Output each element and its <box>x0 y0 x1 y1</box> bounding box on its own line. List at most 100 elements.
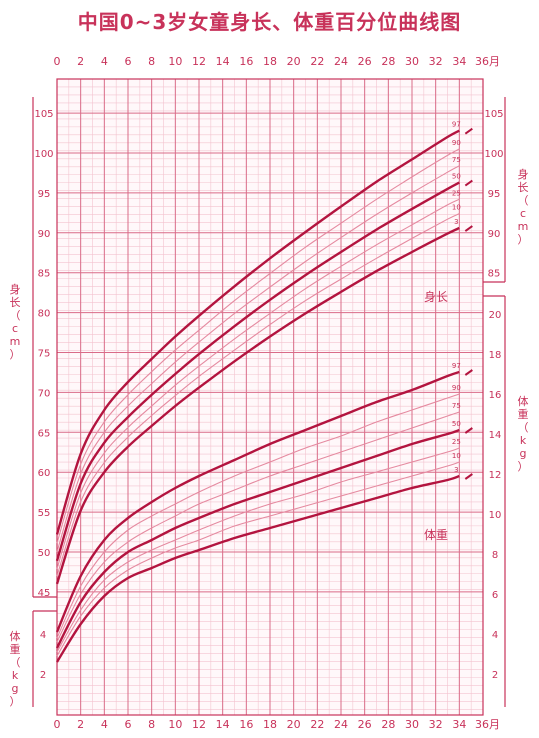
weight-curve-p3 <box>55 474 460 663</box>
chart-title: 中国0~3岁女童身长、体重百分位曲线图 <box>77 10 462 34</box>
left-length-tick-label: 80 <box>38 309 51 320</box>
x-tick-label-bottom: 34 <box>452 718 466 731</box>
x-tick-label-bottom: 16 <box>239 718 253 731</box>
weight-percentile-label: 97 <box>452 362 461 370</box>
right-weight-tick-label: 2 <box>492 670 498 681</box>
length-curve-p3 <box>55 226 460 585</box>
left-length-tick-label: 50 <box>38 548 51 559</box>
right-weight-axis-label: 体重（k g） <box>517 395 529 473</box>
x-tick-label-top: 30 <box>405 55 419 68</box>
x-unit-label-top: 36月 <box>475 55 500 68</box>
weight-curve-p75 <box>56 411 460 643</box>
weight-percentile-label: 90 <box>452 384 461 392</box>
length-percentile-label: 50 <box>452 173 461 181</box>
x-tick-label-bottom: 14 <box>216 718 230 731</box>
x-unit-label-bottom: 36月 <box>475 718 500 731</box>
x-tick-label-top: 8 <box>148 55 155 68</box>
left-length-axis-label: 身长（c m） <box>9 283 21 361</box>
length-curve-p90 <box>56 148 460 544</box>
right-weight-tick-label: 10 <box>489 510 502 521</box>
length-percentile-label: 75 <box>452 156 461 164</box>
weight-percentile-label: 3 <box>454 466 458 474</box>
x-tick-label-bottom: 0 <box>54 718 61 731</box>
left-length-tick-label: 100 <box>34 149 53 160</box>
left-weight-tick-label: 2 <box>40 670 46 681</box>
x-tick-label-bottom: 32 <box>429 718 443 731</box>
x-tick-label-top: 28 <box>381 55 395 68</box>
x-tick-label-bottom: 24 <box>334 718 348 731</box>
x-tick-label-bottom: 18 <box>263 718 277 731</box>
weight-end-mark <box>464 369 473 376</box>
right-length-axis-label: 身长（c m） <box>517 168 529 246</box>
x-tick-label-bottom: 22 <box>310 718 324 731</box>
left-length-tick-label: 55 <box>38 508 51 519</box>
right-weight-tick-label: 4 <box>492 630 498 641</box>
length-percentile-label: 10 <box>452 204 461 212</box>
length-end-mark <box>464 127 473 135</box>
weight-curve-p10 <box>56 461 460 657</box>
length-curve-p10 <box>56 213 460 577</box>
right-weight-tick-label: 18 <box>489 350 502 361</box>
length-percentile-label: 90 <box>452 139 461 147</box>
weight-curve-p25 <box>56 447 460 653</box>
x-tick-label-top: 2 <box>77 55 84 68</box>
weight-percentile-label: 10 <box>452 452 461 460</box>
length-percentile-label: 97 <box>452 121 461 129</box>
length-curve-p75 <box>56 165 460 553</box>
length-group-label: 身长 <box>424 290 449 304</box>
right-weight-tick-label: 20 <box>489 310 502 321</box>
right-weight-tick-label: 6 <box>492 590 498 601</box>
x-tick-label-top: 26 <box>358 55 372 68</box>
x-tick-label-bottom: 20 <box>287 718 301 731</box>
right-weight-tick-label: 16 <box>489 390 502 401</box>
left-length-tick-label: 65 <box>38 428 51 439</box>
x-tick-label-bottom: 8 <box>148 718 155 731</box>
right-length-tick-label: 105 <box>484 109 503 120</box>
x-tick-label-bottom: 10 <box>168 718 182 731</box>
x-tick-label-top: 32 <box>429 55 443 68</box>
left-length-tick-label: 45 <box>38 588 51 599</box>
length-end-mark <box>464 179 473 187</box>
left-length-tick-label: 75 <box>38 349 51 360</box>
left-length-tick-label: 85 <box>38 269 51 280</box>
length-curve-p97 <box>55 129 460 535</box>
x-tick-label-bottom: 4 <box>101 718 108 731</box>
left-length-tick-label: 70 <box>38 388 51 399</box>
plot-frame <box>56 78 484 716</box>
right-length-tick-label: 90 <box>488 229 501 240</box>
weight-end-mark <box>464 473 473 480</box>
weight-curve-p90 <box>56 393 460 639</box>
weight-group-label: 体重 <box>424 528 449 542</box>
x-tick-label-top: 10 <box>168 55 182 68</box>
x-tick-label-top: 22 <box>310 55 324 68</box>
left-weight-tick-label: 4 <box>40 630 46 641</box>
left-length-tick-label: 95 <box>38 189 51 200</box>
weight-curve-p97 <box>55 370 460 633</box>
length-curve-p25 <box>56 198 460 569</box>
left-length-tick-label: 90 <box>38 229 51 240</box>
length-percentile-label: 3 <box>454 218 458 226</box>
left-weight-axis-label: 体重（k g） <box>9 630 21 708</box>
x-tick-label-bottom: 28 <box>381 718 395 731</box>
weight-percentile-label: 25 <box>452 438 461 446</box>
x-tick-label-bottom: 2 <box>77 718 84 731</box>
x-tick-label-top: 12 <box>192 55 206 68</box>
weight-percentile-label: 75 <box>452 402 461 410</box>
x-tick-label-top: 34 <box>452 55 466 68</box>
x-tick-label-top: 18 <box>263 55 277 68</box>
left-length-tick-label: 105 <box>34 109 53 120</box>
x-tick-label-bottom: 12 <box>192 718 206 731</box>
right-weight-tick-label: 14 <box>489 430 502 441</box>
weight-percentile-label: 50 <box>452 420 461 428</box>
x-tick-label-bottom: 30 <box>405 718 419 731</box>
weight-end-mark <box>464 427 473 434</box>
right-length-tick-label: 85 <box>488 269 501 280</box>
right-weight-tick-label: 8 <box>492 550 498 561</box>
x-tick-label-top: 24 <box>334 55 348 68</box>
x-tick-label-top: 0 <box>54 55 61 68</box>
x-tick-label-top: 16 <box>239 55 253 68</box>
x-tick-label-top: 14 <box>216 55 230 68</box>
left-length-tick-label: 60 <box>38 468 51 479</box>
right-weight-tick-label: 12 <box>489 470 502 481</box>
